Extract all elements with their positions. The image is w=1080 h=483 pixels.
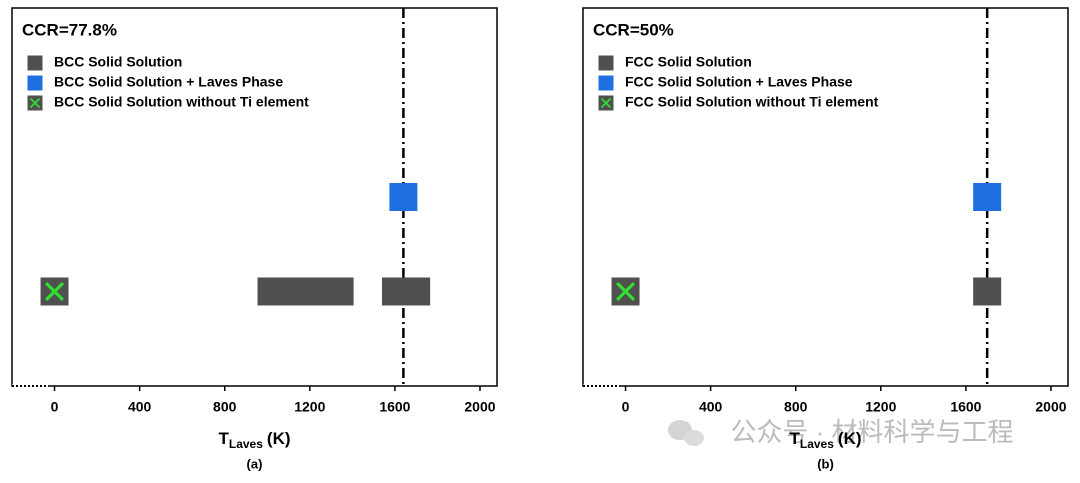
x-tick-label: 0 — [622, 399, 630, 415]
point — [402, 277, 431, 306]
point-fill — [389, 183, 418, 211]
x-tick-label: 1200 — [865, 399, 896, 415]
x-axis-label: TLaves (K) — [789, 429, 861, 451]
legend-swatch — [598, 95, 614, 111]
point — [611, 277, 640, 306]
point — [389, 183, 418, 211]
caption: (b) — [817, 456, 834, 471]
legend-label: BCC Solid Solution without Ti element — [54, 94, 309, 110]
legend-swatch — [27, 55, 43, 71]
x-axis-label-unit: (K) — [267, 429, 291, 448]
legend-swatch-cross — [29, 97, 41, 109]
legend-label: FCC Solid Solution without Ti element — [625, 94, 879, 110]
x-tick-label: 400 — [699, 399, 723, 415]
legend-label: BCC Solid Solution + Laves Phase — [54, 74, 283, 90]
legend-swatch — [27, 75, 43, 91]
x-axis-label: TLaves (K) — [218, 429, 290, 451]
point — [40, 277, 69, 306]
x-axis-label-main: T — [218, 429, 229, 448]
plot-frame — [582, 7, 1069, 387]
x-axis-label-sub: Laves — [800, 437, 834, 451]
point-fill — [973, 277, 1002, 306]
x-tick-label: 2000 — [1035, 399, 1066, 415]
legend-swatch-cross — [600, 97, 612, 109]
x-axis-label-unit: (K) — [838, 429, 862, 448]
x-tick-label: 1600 — [379, 399, 410, 415]
x-tick-label: 0 — [51, 399, 59, 415]
caption: (a) — [247, 456, 263, 471]
legend-swatch-fill — [27, 75, 43, 91]
point-fill — [325, 277, 354, 306]
legend-swatch-fill — [598, 75, 614, 91]
point — [325, 277, 354, 306]
point-cross — [616, 282, 636, 301]
x-axis-label-main: T — [789, 429, 800, 448]
x-tick-label: 1600 — [950, 399, 981, 415]
plot-frame — [11, 7, 498, 387]
x-tick-label: 2000 — [464, 399, 495, 415]
point-fill — [402, 277, 431, 306]
x-tick-label: 800 — [213, 399, 237, 415]
legend-label: FCC Solid Solution — [625, 54, 752, 70]
x-axis-label-sub: Laves — [229, 437, 263, 451]
legend-label: FCC Solid Solution + Laves Phase — [625, 74, 853, 90]
x-tick-label: 400 — [128, 399, 152, 415]
legend-swatch — [27, 95, 43, 111]
point — [973, 277, 1002, 306]
legend-swatch-fill — [27, 55, 43, 71]
chart-title: CCR=50% — [593, 20, 674, 39]
chart-title: CCR=77.8% — [22, 20, 117, 39]
point — [973, 183, 1002, 211]
watermark-icon — [668, 420, 704, 446]
point-fill — [973, 183, 1002, 211]
legend-swatch — [598, 75, 614, 91]
legend-swatch — [598, 55, 614, 71]
x-tick-label: 800 — [784, 399, 808, 415]
legend-swatch-fill — [598, 55, 614, 71]
watermark: 公众号 · 材料科学与工程 — [730, 417, 1013, 447]
legend-label: BCC Solid Solution — [54, 54, 182, 70]
point-cross — [45, 282, 65, 301]
x-tick-label: 1200 — [294, 399, 325, 415]
